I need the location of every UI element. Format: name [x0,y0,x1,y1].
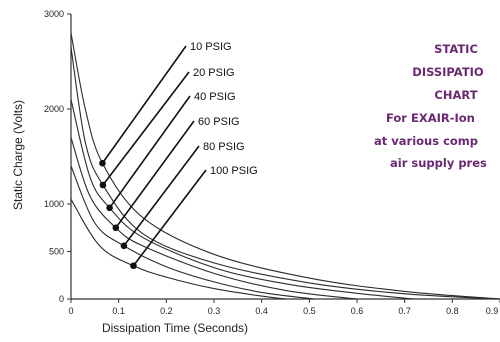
curves [70,32,500,300]
x-tick-label: 0.5 [303,306,316,316]
x-tick-label: 0.3 [208,306,221,316]
x-axis-title: Dissipation Time (Seconds) [102,321,248,335]
side-title-line: at various comp [374,134,478,148]
series-curve [70,137,358,300]
series-label: 100 PSIG [210,165,258,177]
leader-line [115,120,195,229]
y-tick-label: 1000 [44,199,64,209]
series-label: 20 PSIG [193,67,235,79]
side-title-line: DISSIPATIO [412,65,484,79]
series-curve [70,32,500,300]
x-tick-label: 0.9 [486,306,499,316]
side-title-line: CHART [434,88,477,102]
x-tick-label: 0.7 [398,306,411,316]
y-ticks: 0 500 1000 2000 3000 [44,9,71,304]
x-tick-label: 0.1 [112,306,125,316]
series-label: 60 PSIG [198,116,240,128]
series-marker [112,224,120,232]
y-tick-label: 0 [59,294,64,304]
leader-line [108,95,191,209]
series-marker [99,159,106,167]
x-ticks: 0 0.1 0.2 0.3 0.4 0.5 0.6 0.7 0.8 0.9 [68,299,500,316]
leader-line [101,45,187,164]
side-title-line: air supply pres [390,156,487,170]
series-curve [70,99,415,300]
series-label: 40 PSIG [194,91,236,103]
leader-lines: 10 PSIG 20 PSIG 40 PSIG 60 PSIG 80 PSIG 100 P… [99,41,258,270]
leader-line [123,145,200,247]
series-marker [106,204,113,212]
series-marker [130,262,137,270]
series-label: 10 PSIG [190,41,232,53]
side-title-line: STATIC [434,42,478,56]
x-tick-label: 0.6 [351,306,364,316]
x-tick-label: 0.2 [160,306,173,316]
y-tick-label: 3000 [44,9,64,19]
side-title: STATIC DISSIPATIO CHART For EXAIR-Ion at… [374,42,487,170]
leader-line [132,169,207,267]
y-axis-title: Static Charge (Volts) [11,100,25,210]
leader-line [102,71,190,186]
side-title-line: For EXAIR-Ion [386,111,475,125]
series-curve [70,47,500,300]
x-tick-label: 0 [68,306,73,316]
series-label: 80 PSIG [203,141,245,153]
series-curve [70,199,286,300]
series-marker [99,181,107,189]
series-curve [70,165,315,300]
y-tick-label: 500 [49,247,64,257]
series-marker [120,242,128,250]
x-tick-label: 0.4 [255,306,268,316]
x-tick-label: 0.8 [446,306,459,316]
y-tick-label: 2000 [44,104,64,114]
